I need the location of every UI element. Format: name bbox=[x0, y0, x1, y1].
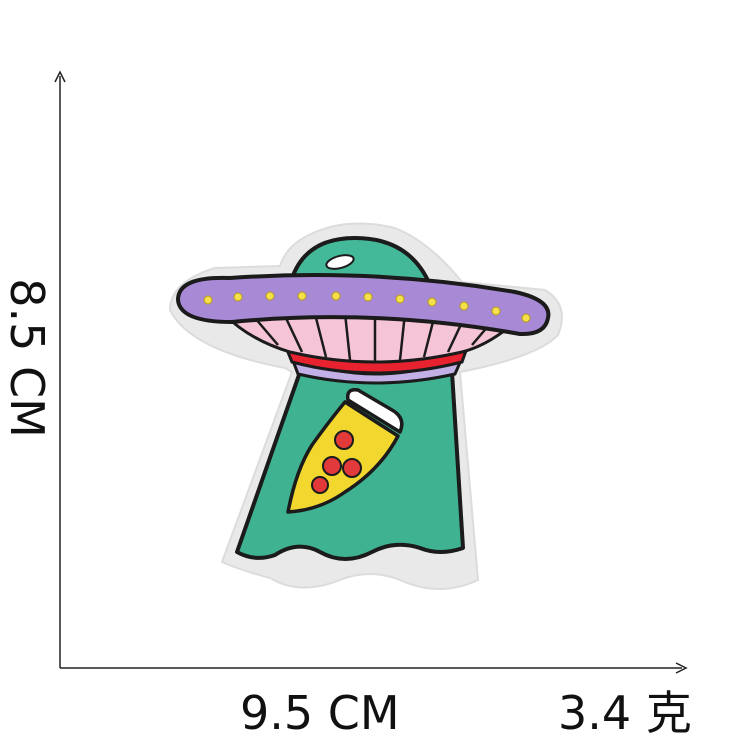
height-label: 8.5 CM bbox=[0, 278, 54, 438]
weight-label: 3.4 克 bbox=[558, 686, 692, 740]
pizza-slice-icon bbox=[286, 387, 404, 514]
pepperoni bbox=[342, 458, 362, 478]
height-axis-arrow bbox=[54, 70, 66, 83]
saucer-lights bbox=[203, 291, 531, 323]
pepperoni bbox=[334, 430, 354, 450]
pepperoni bbox=[311, 476, 329, 494]
width-label: 9.5 CM bbox=[240, 686, 400, 740]
ufo-icon bbox=[176, 273, 551, 337]
dome-highlight bbox=[325, 254, 355, 270]
width-axis-arrow bbox=[675, 662, 688, 674]
pepperoni bbox=[322, 456, 342, 476]
